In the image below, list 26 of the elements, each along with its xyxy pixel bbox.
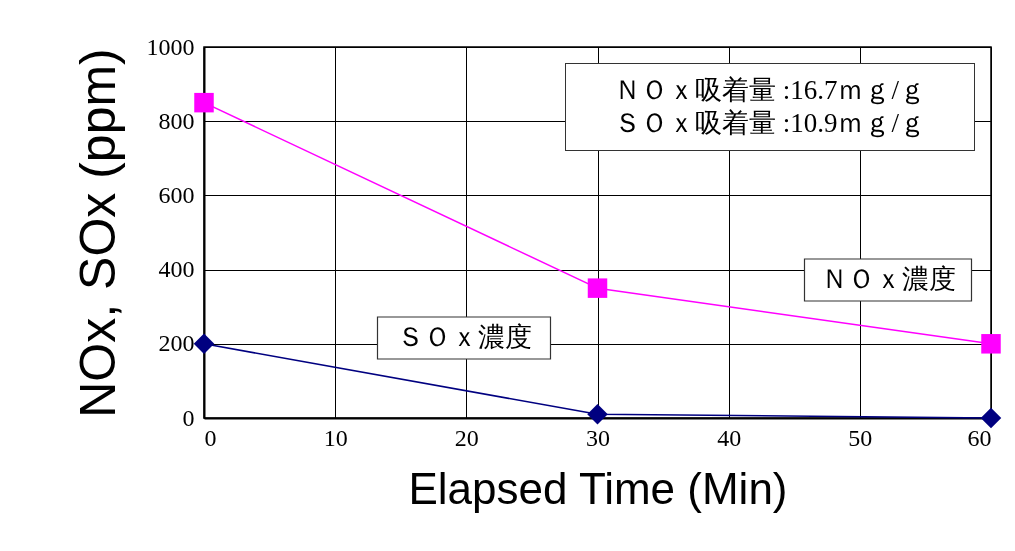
- note-box: ＮＯｘ吸着量 :16.7ｍｇ/ｇ ＳＯｘ吸着量 :10.9ｍｇ/ｇ: [565, 63, 975, 151]
- y-tick-label: 800: [158, 107, 195, 134]
- x-tick-label: 0: [204, 424, 217, 451]
- y-tick-label: 1000: [146, 33, 195, 60]
- point: [981, 334, 1001, 354]
- annotation: ＮＯｘ吸着量 :16.7ｍｇ/ｇ: [613, 74, 927, 107]
- x-tick-label: 50: [848, 424, 873, 451]
- x-tick-label: 10: [323, 424, 348, 451]
- series-label: ＳＯｘ濃度: [396, 322, 532, 352]
- y-tick-label: 0: [182, 404, 195, 431]
- point: [587, 404, 608, 425]
- point: [194, 92, 214, 113]
- annotation: ＳＯｘ吸着量 :10.9ｍｇ/ｇ: [613, 107, 927, 140]
- x-axis-title: Elapsed Time (Min): [408, 463, 788, 513]
- y-tick-label: 400: [158, 256, 195, 283]
- point: [587, 278, 608, 298]
- x-tick-label: 60: [967, 424, 992, 451]
- y-tick-label: 600: [158, 181, 195, 208]
- x-tick-label: 30: [586, 424, 610, 451]
- y-tick-label: 200: [158, 330, 195, 357]
- y-axis-title: NOx, SOx (ppm): [69, 48, 126, 418]
- series-label: ＮＯｘ濃度: [820, 264, 956, 294]
- point: [980, 407, 1002, 429]
- point: [193, 333, 215, 355]
- x-tick-label: 40: [717, 424, 742, 451]
- x-tick-label: 20: [454, 424, 479, 451]
